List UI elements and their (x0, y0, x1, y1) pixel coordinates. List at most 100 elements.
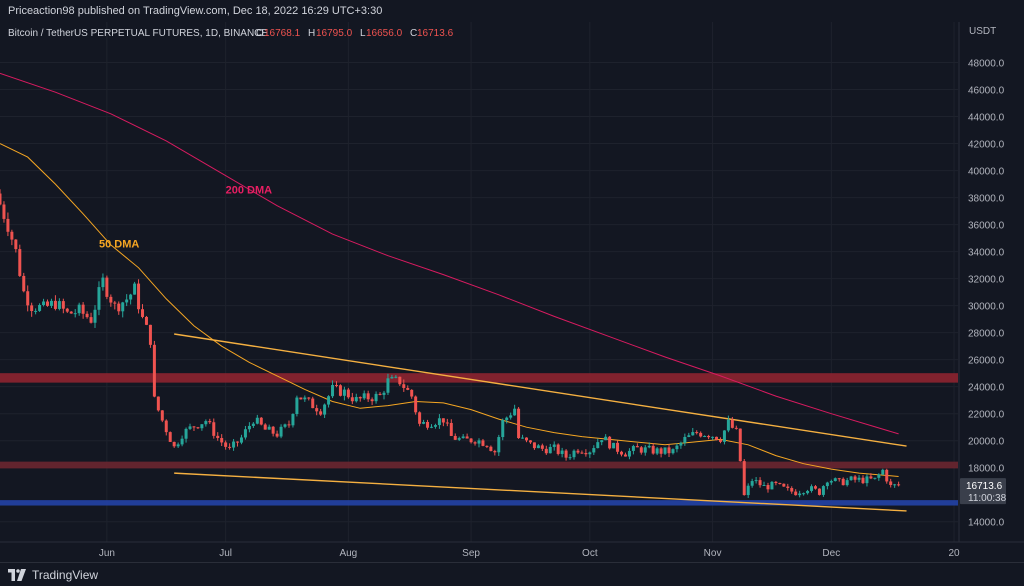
candle (275, 430, 279, 438)
candle (172, 441, 176, 448)
candle (311, 396, 315, 409)
candle (42, 298, 46, 307)
candle (703, 435, 707, 438)
candle (821, 485, 825, 497)
candle (291, 413, 295, 428)
candle (338, 384, 342, 397)
candle (437, 414, 441, 429)
candle (853, 475, 857, 483)
ohlc-close-value: 16713.6 (417, 28, 454, 39)
candle (631, 444, 635, 455)
candle (394, 375, 398, 379)
candle (414, 395, 418, 415)
moving-averages (0, 72, 899, 477)
lower-trendline (174, 472, 907, 512)
candle (683, 433, 687, 446)
candle (457, 436, 461, 442)
candle (869, 473, 873, 480)
candle (176, 442, 180, 448)
candle (691, 427, 695, 436)
y-tick-0: 48000.0 (968, 59, 1005, 70)
candle (283, 423, 287, 429)
y-tick-12: 24000.0 (968, 383, 1005, 394)
candle (137, 279, 141, 314)
candle (722, 430, 726, 445)
candle (588, 451, 592, 458)
candle (2, 201, 6, 223)
upper-trendline (174, 333, 907, 447)
candle (825, 481, 829, 490)
candle (263, 423, 267, 430)
x-tick-2: Aug (339, 548, 357, 559)
candle (715, 436, 719, 441)
ma50-line (0, 143, 899, 477)
candle (730, 417, 734, 429)
tradingview-logo-icon (8, 568, 26, 581)
annotations: 200 DMA 50 DMA (99, 185, 272, 251)
candle (441, 418, 445, 427)
price-chart[interactable]: 200 DMA 50 DMA Bitcoin / TetherUS PERPETU… (0, 22, 1024, 562)
candle (817, 488, 821, 496)
candle (873, 477, 877, 480)
x-tick-5: Nov (704, 548, 722, 559)
candle (133, 281, 137, 295)
candle (837, 477, 841, 482)
symbol-title: Bitcoin / TetherUS PERPETUAL FUTURES, 1D… (8, 28, 268, 39)
candle (204, 419, 208, 427)
candle (243, 425, 247, 440)
candle (192, 426, 196, 432)
price-axis[interactable]: USDT 48000.0 46000.0 44000.0 42000.0 40000.0… (958, 22, 1007, 542)
candle (754, 476, 758, 484)
candle (101, 273, 105, 291)
candle (790, 486, 794, 494)
candle (10, 229, 14, 246)
candle (663, 447, 667, 456)
candle (374, 391, 378, 404)
candle (117, 301, 121, 315)
candle (57, 298, 61, 311)
candle (897, 481, 901, 487)
candle (540, 443, 544, 451)
publisher-text: Priceaction98 published on TradingView.c… (8, 5, 383, 17)
ohlc-low-value: 16656.0 (366, 28, 403, 39)
candle (635, 443, 639, 448)
candle (200, 424, 204, 431)
candle (160, 410, 164, 423)
candle (774, 480, 778, 486)
candle (354, 393, 358, 403)
candle (350, 392, 354, 405)
candle (97, 281, 101, 316)
candle (600, 440, 604, 446)
candle (576, 448, 580, 455)
candle (220, 434, 224, 447)
candle (236, 441, 240, 447)
candle (687, 432, 691, 438)
candle (315, 404, 319, 416)
candle (445, 418, 449, 427)
x-tick-0: Jun (99, 548, 115, 559)
last-price-value: 16713.6 (966, 481, 1003, 492)
candle (22, 272, 26, 293)
time-axis[interactable]: Jun Jul Aug Sep Oct Nov Dec 20 (0, 541, 1024, 559)
candle (584, 449, 588, 457)
candle (255, 414, 259, 425)
candle (849, 475, 853, 481)
candle (49, 298, 53, 309)
candle (85, 311, 89, 319)
candle (671, 448, 675, 455)
candle (267, 424, 271, 430)
candle (65, 307, 69, 313)
candle (196, 426, 200, 430)
candle (386, 373, 390, 395)
candle (552, 441, 556, 451)
candle (129, 293, 133, 305)
chart-area[interactable]: 200 DMA 50 DMA Bitcoin / TetherUS PERPETU… (0, 22, 1024, 562)
candle (168, 431, 172, 442)
annotation-1: 50 DMA (99, 239, 139, 251)
candle (279, 424, 283, 439)
candle (18, 244, 22, 277)
candle (30, 302, 34, 317)
candle (497, 434, 501, 456)
candle (426, 419, 430, 430)
resistance-zone-24k (0, 373, 958, 383)
